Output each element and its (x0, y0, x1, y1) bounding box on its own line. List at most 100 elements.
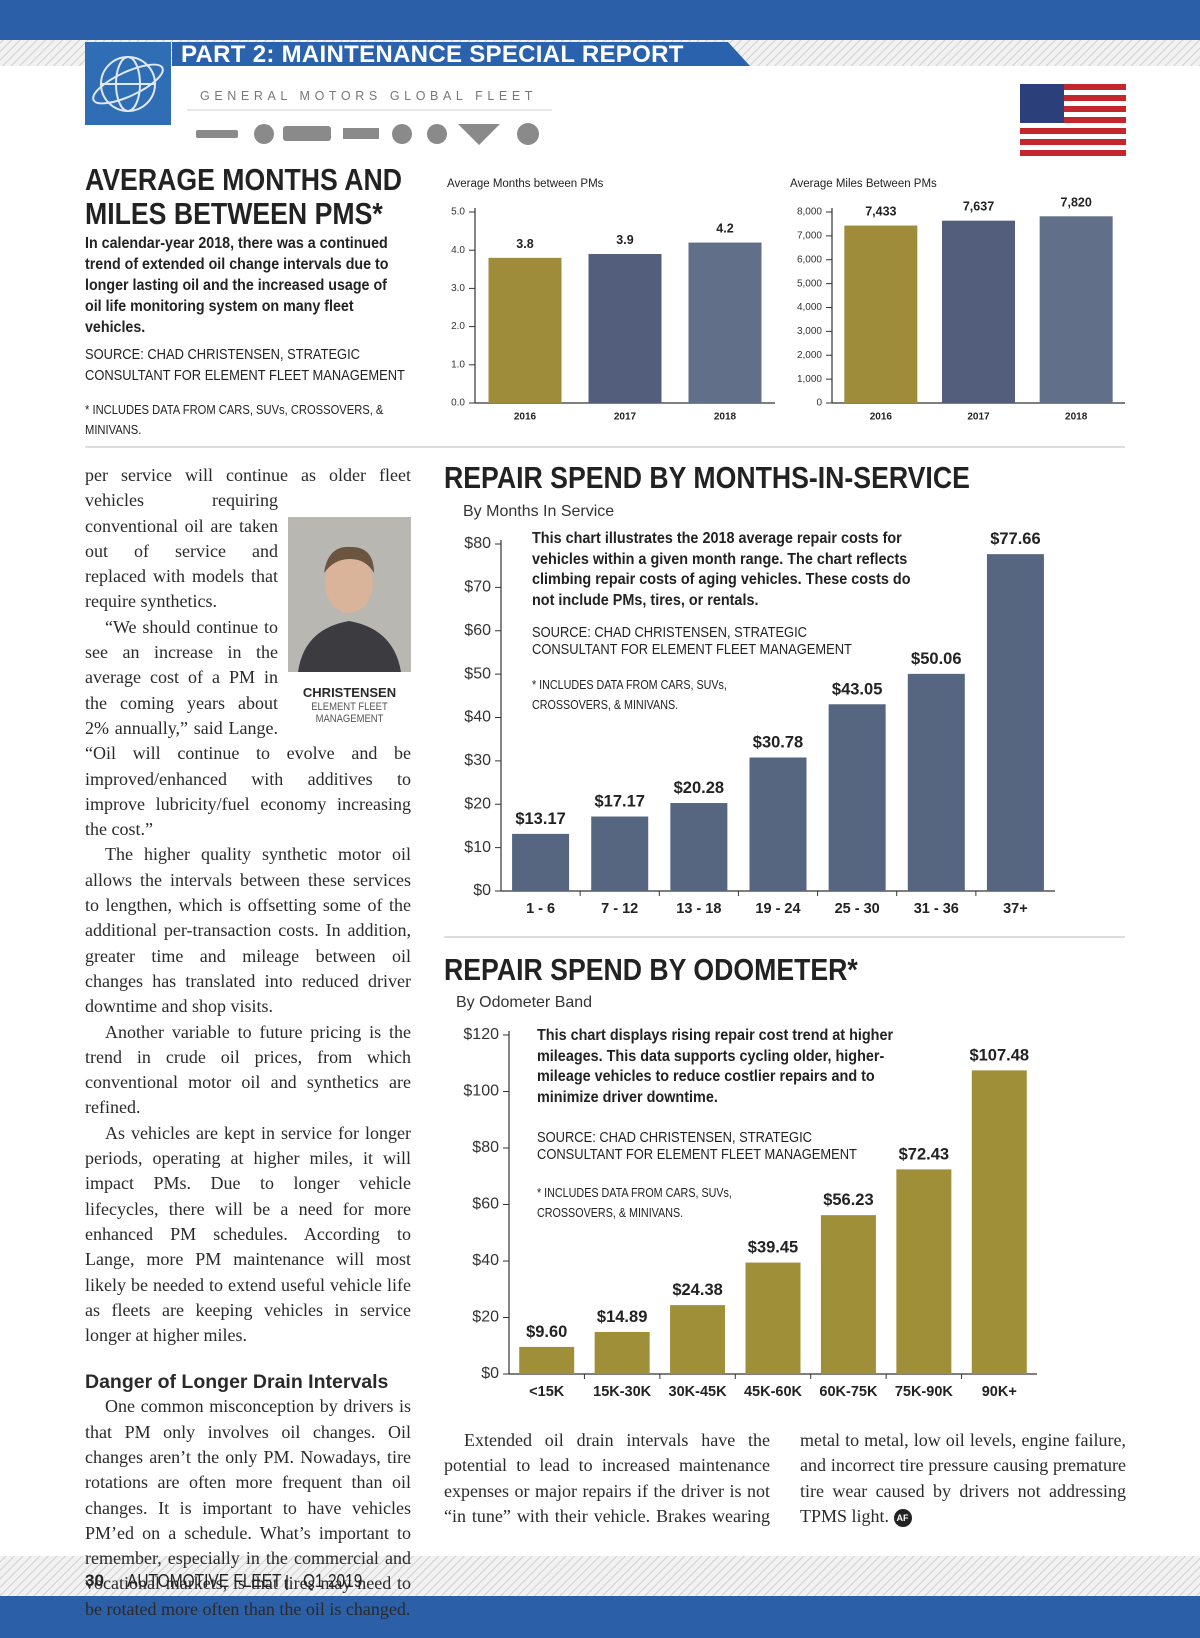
y-tick-label: $80 (464, 535, 491, 552)
bar (670, 1305, 726, 1374)
article-column: CHRISTENSEN ELEMENT FLEET MANAGEMENT per… (85, 463, 411, 1622)
value-label: 3.9 (616, 233, 633, 247)
bar (745, 1262, 801, 1374)
closing-columns: Extended oil drain intervals have the po… (444, 1428, 1126, 1529)
chart-subtitle: By Odometer Band (456, 994, 593, 1011)
value-label: $39.45 (748, 1239, 798, 1257)
x-tick-label: 37+ (1003, 901, 1028, 917)
value-label: $24.38 (672, 1281, 722, 1299)
value-label: 4.2 (716, 222, 733, 236)
x-tick-label: 2016 (870, 412, 893, 423)
paragraph: Another variable to future pricing is th… (85, 1021, 411, 1118)
section-heading: Danger of Longer Drain Intervals (85, 1371, 389, 1394)
x-tick-label: <15K (529, 1384, 565, 1400)
chart-title: REPAIR SPEND BY ODOMETER* (444, 952, 858, 987)
value-label: $9.60 (526, 1323, 567, 1341)
bar (1039, 216, 1113, 403)
value-label: $43.05 (832, 680, 882, 698)
y-tick-label: $50 (464, 665, 491, 682)
sidebar-intro: In calendar-year 2018, there was a conti… (85, 235, 389, 336)
x-tick-label: 45K-60K (744, 1384, 803, 1400)
value-label: $14.89 (597, 1308, 647, 1326)
x-tick-label: 2017 (614, 412, 637, 423)
bar (942, 220, 1015, 403)
bar (519, 1346, 575, 1374)
bar (820, 1215, 876, 1374)
bottom-band (0, 1596, 1200, 1638)
paragraph: The higher quality synthetic motor oil a… (85, 844, 411, 1017)
x-tick-label: 2017 (967, 412, 990, 423)
publication: AUTOMOTIVE FLEET (127, 1571, 282, 1591)
y-tick-label: 3,000 (797, 326, 822, 337)
y-tick-label: 5.0 (451, 207, 465, 218)
bar (844, 225, 918, 403)
y-tick-label: $40 (472, 1252, 499, 1269)
paragraph: per service will continue as older fleet… (85, 465, 411, 612)
x-tick-label: 60K-75K (819, 1384, 878, 1400)
value-label: 3.8 (516, 237, 533, 251)
y-tick-label: 0.0 (451, 398, 465, 409)
issue: Q1 2019 (303, 1571, 363, 1591)
y-tick-label: $120 (463, 1026, 499, 1043)
y-tick-label: $80 (472, 1139, 499, 1156)
y-tick-label: 6,000 (797, 254, 822, 265)
y-tick-label: 1.0 (451, 359, 465, 370)
photo-caption-name: CHRISTENSEN (302, 685, 397, 701)
y-tick-label: $60 (464, 622, 491, 639)
y-tick-label: $30 (464, 752, 491, 769)
y-tick-label: $20 (464, 795, 491, 812)
x-tick-label: 30K-45K (669, 1384, 728, 1400)
bar (749, 757, 807, 891)
photo (288, 517, 411, 672)
chart-note: * INCLUDES DATA FROM CARS, SUVs, CROSSOV… (537, 1186, 732, 1220)
brand-logos (196, 123, 539, 145)
value-label: $20.28 (674, 779, 724, 797)
closing-text: Extended oil drain intervals have the po… (444, 1430, 1126, 1526)
y-tick-label: 4.0 (451, 245, 465, 256)
x-tick-label: 2018 (1065, 412, 1088, 423)
chart-subtitle: By Months In Service (463, 503, 615, 520)
x-tick-label: 15K-30K (593, 1384, 652, 1400)
value-label: $50.06 (911, 650, 961, 668)
sidebar-note: * INCLUDES DATA FROM CARS, SUVs, CROSSOV… (85, 402, 384, 437)
bar (670, 803, 728, 891)
bar (828, 704, 886, 891)
chart-note: * INCLUDES DATA FROM CARS, SUVs, CROSSOV… (532, 678, 727, 712)
y-tick-label: 2,000 (797, 350, 822, 361)
y-tick-label: 2.0 (451, 321, 465, 332)
bar (986, 554, 1044, 891)
x-tick-label: 13 - 18 (676, 901, 721, 917)
y-tick-label: $100 (463, 1083, 499, 1100)
x-tick-label: 75K-90K (895, 1384, 954, 1400)
value-label: $17.17 (594, 793, 644, 811)
section-banner (172, 42, 750, 66)
section-title: PART 2: MAINTENANCE SPECIAL REPORT (181, 41, 684, 68)
value-label: 7,637 (963, 200, 994, 214)
value-label: $107.48 (969, 1046, 1029, 1064)
bar (488, 257, 562, 403)
y-tick-label: $10 (464, 839, 491, 856)
bar (512, 833, 570, 891)
y-tick-label: 4,000 (797, 302, 822, 313)
y-tick-label: $0 (473, 882, 491, 899)
paragraph: One common misconception by drivers is t… (85, 1396, 411, 1619)
x-tick-label: 2016 (514, 412, 537, 423)
y-tick-label: 1,000 (797, 374, 822, 385)
end-mark: AF (893, 1508, 912, 1527)
flag (1020, 84, 1126, 156)
x-tick-label: 31 - 36 (914, 901, 959, 917)
chart-title: Average Months between PMs (447, 178, 604, 190)
brand-name: GENERAL MOTORS GLOBAL FLEET (200, 89, 537, 103)
photo-block: CHRISTENSEN ELEMENT FLEET MANAGEMENT (288, 517, 411, 725)
bar (591, 816, 649, 891)
bar (971, 1070, 1027, 1374)
y-tick-label: $40 (464, 709, 491, 726)
bar (588, 254, 662, 403)
y-tick-label: 7,000 (797, 231, 822, 242)
y-tick-label: $0 (481, 1365, 499, 1382)
bottom-hatch (0, 1556, 1200, 1596)
y-tick-label: 0 (816, 398, 822, 409)
x-tick-label: 1 - 6 (526, 901, 555, 917)
chart-source: SOURCE: CHAD CHRISTENSEN, STRATEGIC CONS… (537, 1129, 857, 1163)
